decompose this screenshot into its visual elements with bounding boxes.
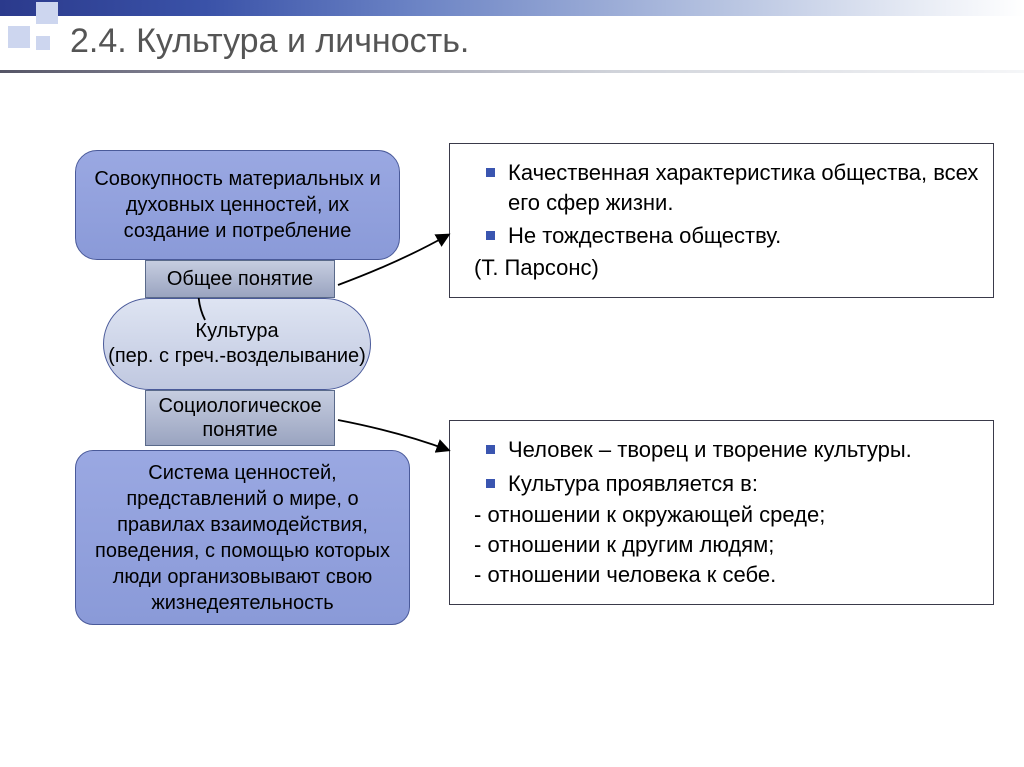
page-title: 2.4. Культура и личность. (70, 22, 469, 61)
culture-etymology: Культура (пер. с греч.-возделывание) (103, 298, 371, 390)
culture-etymology-text: Культура (пер. с греч.-возделывание) (108, 319, 366, 369)
tag-general-concept: Общее понятие (145, 260, 335, 298)
dash-item: - отношении к другим людям; (474, 532, 981, 558)
parsons-attribution: (Т. Парсонс) (474, 255, 981, 281)
parsons-box: Качественная характеристика общества, вс… (449, 143, 994, 298)
dash-item: - отношении к окружающей среде; (474, 502, 981, 528)
definition-material-spiritual: Совокупность материальных и духовных цен… (75, 150, 400, 260)
list-item: Не тождествена обществу. (480, 221, 981, 251)
decor-square (8, 26, 30, 48)
title-underline (0, 70, 1024, 73)
list-item: Качественная характеристика общества, вс… (480, 158, 981, 217)
header-stripe (0, 0, 1024, 16)
decor-square (36, 36, 50, 50)
tag-sociological-concept: Социологическое понятие (145, 390, 335, 446)
list-item: Культура проявляется в: (480, 469, 981, 499)
dash-item: - отношении человека к себе. (474, 562, 981, 588)
decor-square (36, 2, 58, 24)
culture-man-box: Человек – творец и творение культуры. Ку… (449, 420, 994, 605)
definition-sociological: Система ценностей, представлений о мире,… (75, 450, 410, 625)
list-item: Человек – творец и творение культуры. (480, 435, 981, 465)
